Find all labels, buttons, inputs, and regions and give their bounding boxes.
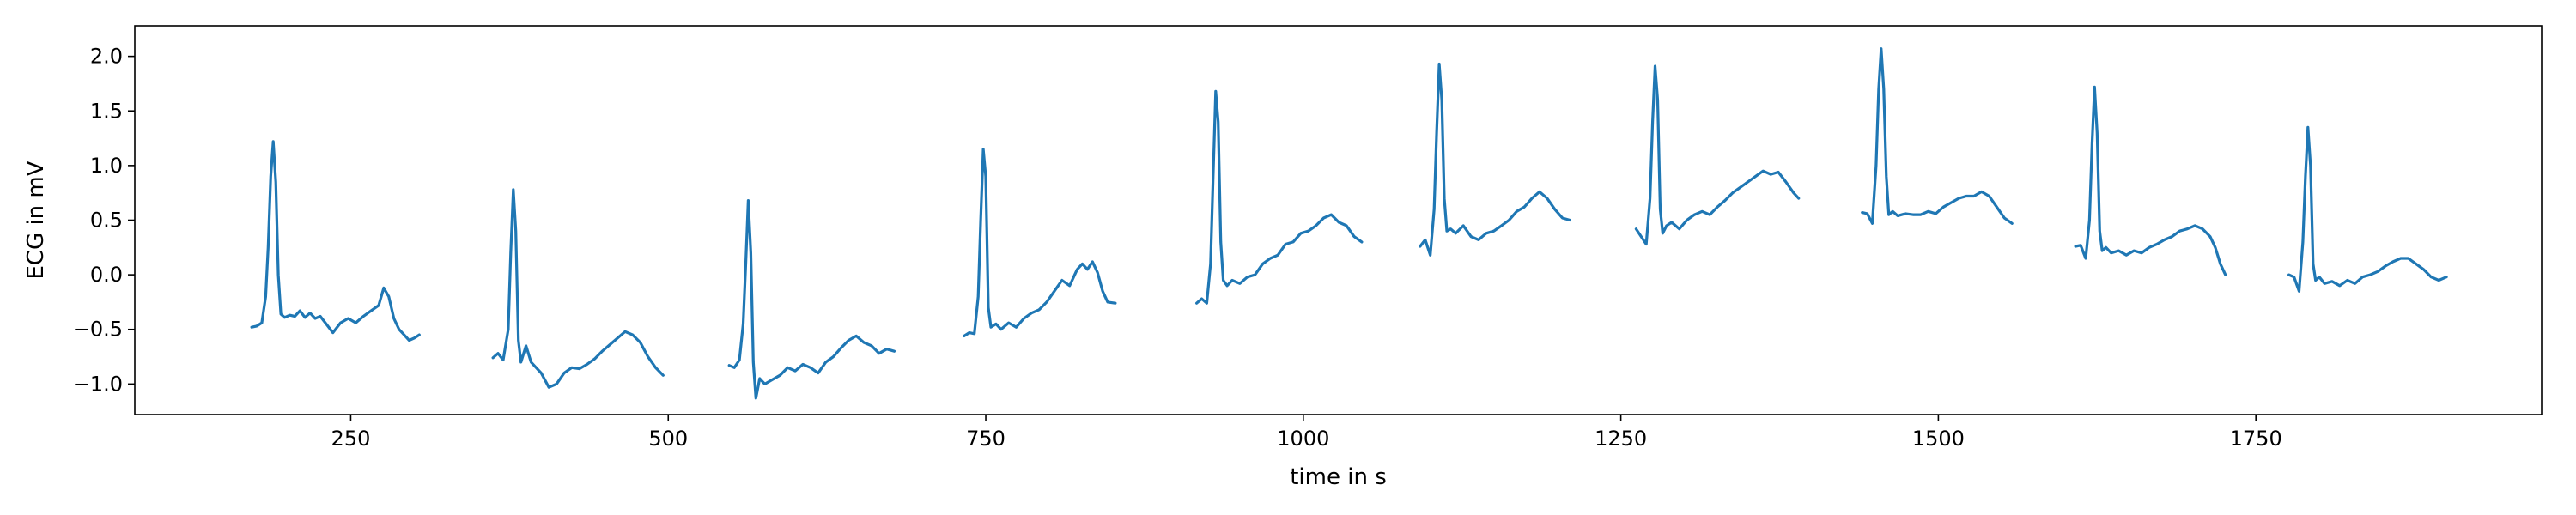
ecg-beat-segment-9	[2074, 85, 2227, 276]
y-tick-label: 2.0	[90, 45, 123, 69]
y-tick-label: −1.0	[73, 372, 123, 396]
ecg-beat-segment-7	[1634, 64, 1801, 246]
y-tick-label: 1.0	[90, 154, 123, 178]
y-tick-label: 0.5	[90, 209, 123, 233]
x-tick-label: 1500	[1912, 427, 1965, 451]
x-tick-label: 1000	[1277, 427, 1329, 451]
x-tick-label: 1250	[1595, 427, 1647, 451]
ecg-beat-segment-8	[1861, 47, 2014, 225]
x-tick-label: 750	[966, 427, 1005, 451]
ecg-beat-segment-4	[963, 148, 1117, 337]
ecg-beat-segment-6	[1419, 62, 1571, 257]
x-tick-label: 500	[648, 427, 688, 451]
x-tick-label: 1750	[2230, 427, 2282, 451]
ecg-beat-segment-5	[1195, 89, 1364, 305]
ecg-beat-segment-3	[727, 199, 896, 400]
ticks-layer: 250 500 750 1000 1250 1500 1750 −1.0 −0.5 0.0 0.5 1…	[73, 45, 2282, 451]
y-tick-label: 0.0	[90, 263, 123, 287]
y-axis-label: ECG in mV	[23, 161, 49, 279]
plot-frame	[134, 25, 2543, 415]
y-tick-label: 1.5	[90, 99, 123, 123]
x-axis-label: time in s	[1290, 464, 1387, 490]
ecg-beat-segment-1	[250, 140, 421, 342]
ecg-beat-segment-2	[491, 188, 665, 389]
x-tick-label: 250	[331, 427, 371, 451]
y-tick-label: −0.5	[73, 318, 123, 342]
ecg-beat-segment-10	[2287, 125, 2448, 293]
series-layer	[250, 47, 2448, 400]
